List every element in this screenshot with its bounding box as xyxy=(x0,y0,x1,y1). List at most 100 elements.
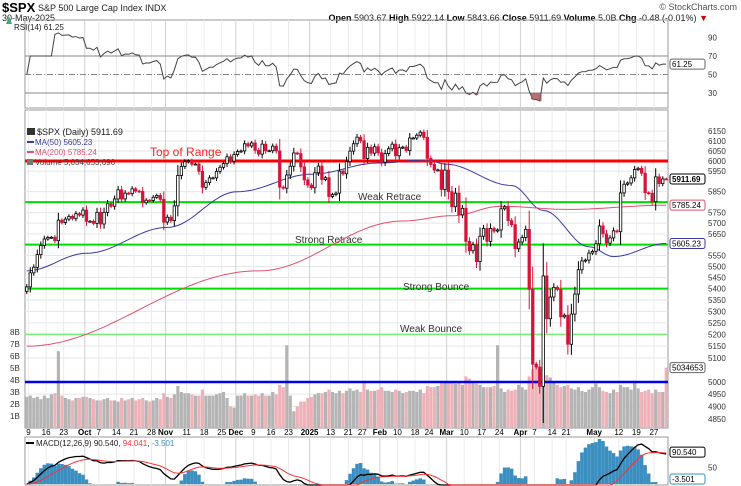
macd-histogram-bar xyxy=(555,478,560,484)
candle-body xyxy=(604,233,609,244)
last-macd-hist-tag-box xyxy=(669,473,706,485)
volume-bar xyxy=(264,395,268,428)
candle-body xyxy=(513,224,517,250)
volume-bar xyxy=(555,384,559,428)
volume-bar xyxy=(105,398,110,428)
macd-histogram-bar xyxy=(235,479,240,484)
macd-histogram-bar xyxy=(386,482,391,484)
volume-bar xyxy=(200,389,205,428)
volume-bar xyxy=(299,401,303,428)
last-ma50-tag: 5605.23 xyxy=(672,239,701,248)
volume-bar xyxy=(503,392,507,428)
time-tick-label: 19 xyxy=(632,428,641,437)
candle-body xyxy=(95,211,99,224)
volume-bar xyxy=(566,384,570,428)
volume-bar xyxy=(580,390,584,428)
candle-body xyxy=(559,288,563,318)
price-tick-label: 5500 xyxy=(708,262,726,271)
volume-bar xyxy=(594,383,598,428)
volume-bar xyxy=(218,393,222,428)
candles xyxy=(25,129,668,423)
close-label: Close xyxy=(502,13,527,23)
volume-bar xyxy=(288,395,292,428)
volume-bar xyxy=(35,396,39,428)
volume-bar xyxy=(453,383,458,428)
volume-legend-icon xyxy=(27,159,33,165)
volume-bar xyxy=(348,388,352,428)
candle-body xyxy=(457,192,461,216)
copyright[interactable]: © StockCharts.com xyxy=(659,2,737,12)
volume-bar xyxy=(397,390,401,428)
time-tick-label: Apr xyxy=(514,428,528,437)
macd-histogram-bar xyxy=(397,483,401,484)
volume-bar xyxy=(246,395,250,428)
candle-body xyxy=(112,198,117,207)
volume-bar xyxy=(527,376,531,428)
macd-histogram-bar xyxy=(365,469,370,484)
volume-bar xyxy=(373,390,377,428)
last-volume-tag-box xyxy=(669,362,706,374)
macd-histogram-bar xyxy=(369,472,373,484)
candle-body xyxy=(306,179,310,186)
macd-histogram-bar xyxy=(351,468,356,484)
volume-bar xyxy=(176,386,180,428)
price-tick-label: 4850 xyxy=(708,415,726,424)
volume-bar xyxy=(42,395,46,428)
candle-body xyxy=(365,146,370,159)
candle-body xyxy=(204,182,208,188)
candle-body xyxy=(397,147,401,157)
volume-bar xyxy=(415,392,419,428)
volume-bar xyxy=(158,399,162,428)
price-level-label: Weak Bounce xyxy=(400,324,463,335)
volume-bar xyxy=(81,396,85,428)
volume-bar xyxy=(172,394,176,428)
candle-body xyxy=(341,170,345,175)
candle-body xyxy=(221,163,226,168)
candle-body xyxy=(134,188,138,192)
volume-bar xyxy=(313,394,317,428)
volume-bar xyxy=(109,400,113,428)
volume-bar xyxy=(358,392,363,428)
candle-body xyxy=(176,175,180,207)
ma50-legend-swatch xyxy=(27,141,34,143)
candle-body xyxy=(380,152,384,163)
low-label: Low xyxy=(446,13,465,23)
ma200-legend-swatch xyxy=(27,151,34,153)
candle-body xyxy=(632,169,637,179)
macd-histogram-bar xyxy=(119,482,124,484)
macd-histogram-bar xyxy=(653,482,658,484)
legend-ma200: MA(200) 5785.24 xyxy=(35,148,97,157)
candle-body xyxy=(348,150,352,163)
price-level-label: Top of Range xyxy=(150,145,222,159)
volume-bar xyxy=(664,367,668,428)
candle-body xyxy=(495,229,500,232)
volume-bar xyxy=(492,386,496,428)
macd-histogram-bar xyxy=(411,480,416,484)
candle-body xyxy=(137,190,141,193)
price-tick-label: 5650 xyxy=(708,230,726,239)
volume-tick-label: 7B xyxy=(10,340,20,349)
macd-histogram-bar xyxy=(618,450,623,484)
last-macd-tag-box xyxy=(669,446,706,458)
candle-body xyxy=(39,245,43,256)
macd-histogram-bar xyxy=(88,483,92,484)
volume-bar xyxy=(499,388,503,428)
volume-bar xyxy=(323,392,327,428)
candle-body xyxy=(415,134,419,139)
candle-body xyxy=(334,192,338,195)
candle-body xyxy=(165,216,169,223)
candle-body xyxy=(60,219,64,223)
volume-bar xyxy=(120,398,124,428)
time-tick-label: Dec xyxy=(228,428,243,437)
down-triangle-icon: ▼ xyxy=(699,13,708,23)
time-tick-label: 7 xyxy=(97,428,102,437)
candle-body xyxy=(573,293,577,315)
volume-bar xyxy=(552,381,556,428)
candle-body xyxy=(46,237,50,240)
candle-body xyxy=(636,167,640,170)
macd-histogram-bar xyxy=(580,452,584,484)
legend: $SPX (Daily) 5911.69 MA(50) 5605.23 MA(2… xyxy=(6,16,175,448)
candle-body xyxy=(116,189,120,200)
macd-histogram-bar xyxy=(587,444,591,484)
